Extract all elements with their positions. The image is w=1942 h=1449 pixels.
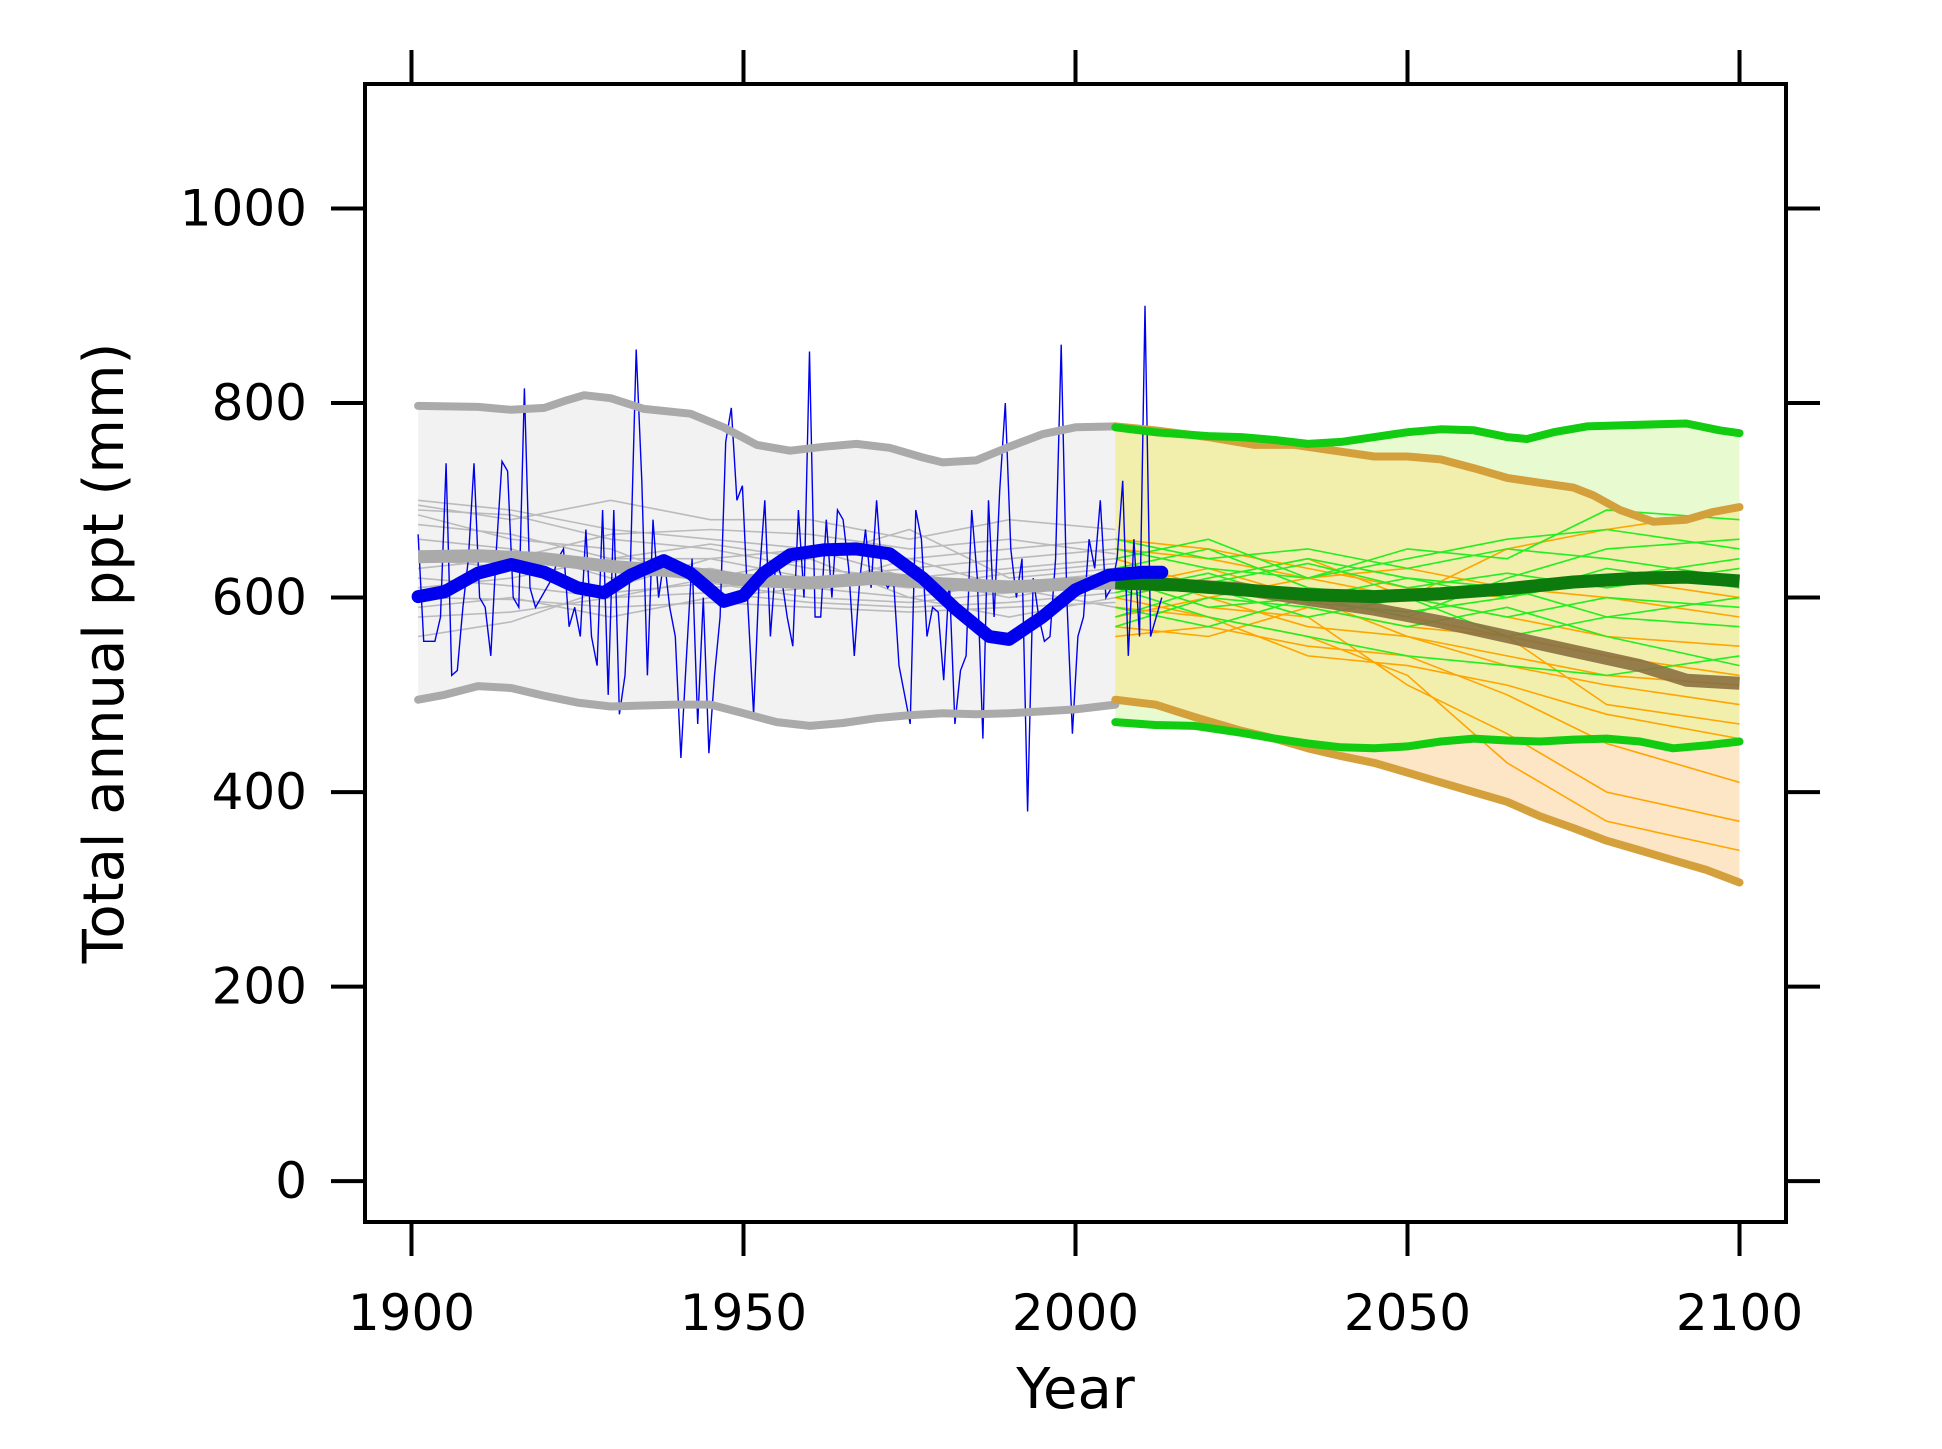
median-lines [417,549,1740,690]
x-tick-label-2050: 2050 [1344,1284,1471,1342]
x-tick-label-1950: 1950 [680,1284,807,1342]
observed-smooth-line [411,542,1169,646]
historical-upper-envelope [414,391,1120,467]
historical-median-line [417,549,1116,594]
observed-smooth-group [411,542,1169,646]
y-tick-label-600: 600 [212,569,307,627]
x-tick-label-1900: 1900 [348,1284,475,1342]
x-axis-title: Year [1015,1357,1136,1422]
overlap-band [1115,426,1740,749]
historical-lower-envelope [414,682,1120,730]
scenario-b-lower-envelope [1111,718,1744,753]
scenario-b-median-line [1115,570,1740,604]
axes: 1900 1950 2000 2050 2100 0 200 400 600 800 1000 [180,50,1820,1342]
historical-run-4 [418,577,1116,609]
observed-annual-line [417,305,1163,812]
scenario-b-run-9 [1115,596,1740,667]
observed-series [417,305,1163,812]
scenario-b-run-4 [1115,538,1740,579]
y-axis-title: Total annual ppt (mm) [72,343,137,965]
y-tick-label-1000: 1000 [180,179,307,237]
y-tick-label-400: 400 [212,763,307,821]
envelope-lines [414,391,1744,887]
scenario-b-run-7 [1115,577,1740,628]
y-tick-label-0: 0 [275,1152,307,1210]
y-tick-label-800: 800 [212,374,307,432]
scenario-b-run-8 [1115,528,1740,579]
y-tick-label-200: 200 [212,958,307,1016]
scenario-b-run-5 [1115,587,1740,677]
scenario-a-upper-envelope [1111,422,1744,526]
scenario-b-run-0 [1115,509,1740,579]
x-tick-label-2000: 2000 [1012,1284,1139,1342]
x-tick-label-2100: 2100 [1676,1284,1803,1342]
scenario-b-upper-envelope [1111,419,1744,448]
